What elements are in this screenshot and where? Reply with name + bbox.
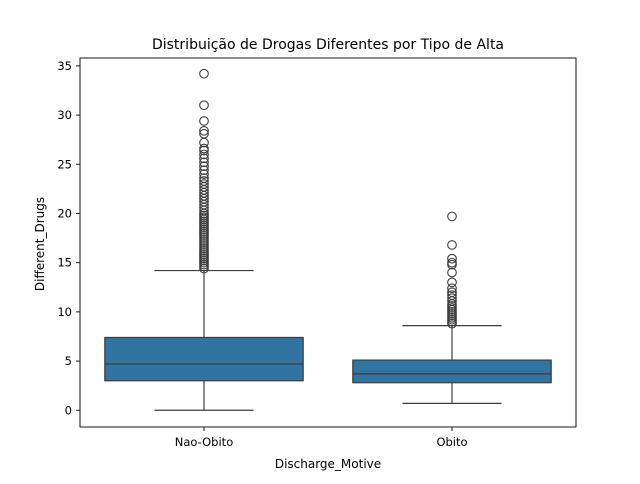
y-tick-label: 15 xyxy=(57,256,72,270)
box-1-outlier-point xyxy=(199,161,209,172)
box-1-outlier-point xyxy=(199,153,209,164)
y-tick-label: 10 xyxy=(57,305,72,319)
box-1-outlier-point xyxy=(199,143,209,154)
box-1-outlier-point xyxy=(199,137,209,148)
box-1-outlier-point xyxy=(199,169,209,179)
plot-area: Nao-Obito Obito 0 5 10 15 20 25 30 35 xyxy=(57,57,577,449)
box-2-outlier-point xyxy=(447,293,457,303)
box-2-iqr-box xyxy=(352,359,552,384)
box-1-outlier-point xyxy=(199,116,209,126)
box-1-outlier-point xyxy=(199,100,209,111)
box-2-outlier-point xyxy=(447,277,457,288)
x-tick-label: Obito xyxy=(436,435,467,449)
chart-title: Distribuição de Drogas Diferentes por Ti… xyxy=(152,37,504,53)
y-tick-label: 0 xyxy=(65,403,72,417)
box-1-outlier-point xyxy=(199,165,209,176)
box-2-outlier-point xyxy=(447,283,457,294)
box-1-outlier-point xyxy=(199,128,209,139)
box-1-outlier-point xyxy=(199,179,209,189)
y-tick-label: 35 xyxy=(57,59,72,73)
x-axis-label: Discharge_Motive xyxy=(275,457,381,471)
y-tick-label: 30 xyxy=(57,108,72,122)
box-2-outlier-point xyxy=(447,290,457,300)
box-2-outlier-point xyxy=(447,253,457,264)
y-tick-label: 5 xyxy=(65,354,72,368)
box-1-outlier-point xyxy=(199,157,209,168)
y-tick-label: 20 xyxy=(57,206,72,220)
box-1-iqr-box xyxy=(104,336,304,382)
box-1-outlier-point xyxy=(199,149,209,160)
box-2-outlier-point xyxy=(447,240,457,250)
y-axis-label: Different_Drugs xyxy=(33,197,47,291)
box-1-outlier-point xyxy=(199,173,209,183)
y-tick-label: 25 xyxy=(57,157,72,171)
box-2-outlier-point xyxy=(447,257,457,268)
box-1-outlier-point xyxy=(199,176,209,186)
box-2-outlier-point xyxy=(447,267,457,278)
box-1-outlier-point xyxy=(199,68,209,79)
plot-frame xyxy=(79,57,577,428)
box-2-outlier-point xyxy=(447,287,457,298)
x-tick-label: Nao-Obito xyxy=(175,435,233,449)
box-1-outlier-point xyxy=(199,125,209,136)
box-2-outlier-point xyxy=(447,211,457,222)
